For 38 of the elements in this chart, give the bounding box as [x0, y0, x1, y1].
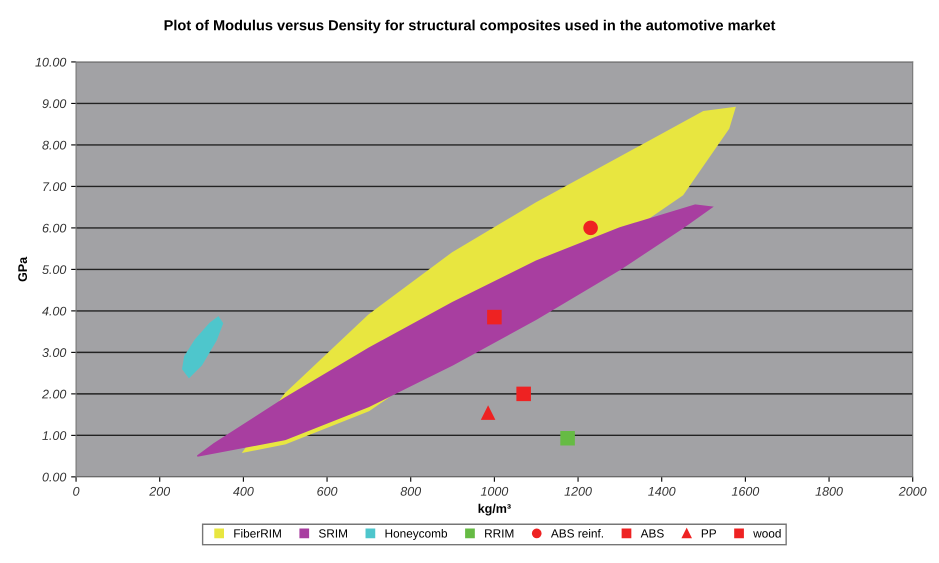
x-tick-label: 1800	[815, 486, 843, 496]
y-tick-label: 4.00	[42, 306, 66, 316]
x-tick-label: 400	[233, 486, 254, 496]
y-tick-label: 1.00	[42, 431, 66, 440]
point	[560, 430, 575, 446]
legend-label: RRIM	[485, 529, 514, 538]
y-tick-label: 0.00	[42, 472, 66, 482]
legend-label: ABS reinf.	[550, 528, 603, 538]
y-tick-label: 10.00	[35, 58, 66, 67]
legend-label: PP	[702, 529, 716, 538]
legend-label: Honeycomb	[386, 528, 448, 540]
y-tick-label: 3.00	[42, 348, 66, 358]
x-tick-label: 1000	[480, 486, 508, 496]
point	[516, 386, 531, 402]
legend-label: wood	[753, 528, 781, 538]
x-tick-label: 600	[317, 486, 338, 496]
point	[487, 310, 502, 324]
legend-label: FiberRIM	[234, 528, 281, 538]
y-axis-title: GPa	[18, 256, 28, 282]
y-tick-label: 2.00	[42, 390, 66, 399]
y-tick-label: 5.00	[42, 265, 66, 274]
x-tick-label: 1400	[648, 486, 676, 496]
y-tick-label: 9.00	[42, 99, 66, 108]
point	[480, 405, 496, 420]
x-tick-label: 1600	[732, 486, 760, 496]
x-tick-label: 200	[149, 486, 170, 496]
legend-label: SRIM	[318, 529, 347, 538]
x-tick-label: 800	[400, 486, 422, 496]
chart-title: Plot of Modulus versus Density for structural composites used in the automotive market	[164, 20, 776, 34]
x-axis-title: kg/m³	[478, 504, 511, 516]
x-tick-label: 2000	[898, 486, 927, 496]
x-tick-label: 1200	[564, 486, 592, 496]
y-tick-label: 8.00	[42, 140, 66, 150]
y-tick-label: 6.00	[42, 224, 66, 233]
legend-label: ABS	[640, 529, 664, 538]
point	[583, 220, 598, 236]
y-tick-label: 7.00	[43, 182, 66, 192]
x-tick-label: 0	[73, 486, 80, 496]
